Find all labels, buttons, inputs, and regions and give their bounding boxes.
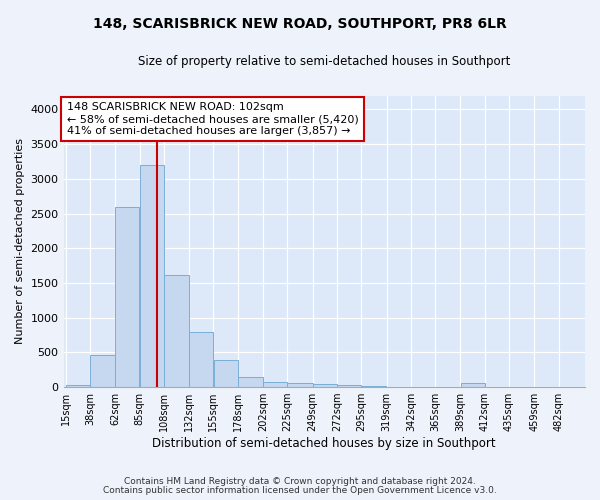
Title: Size of property relative to semi-detached houses in Southport: Size of property relative to semi-detach… bbox=[138, 55, 511, 68]
Bar bbox=[214, 360, 238, 387]
Bar bbox=[337, 385, 361, 387]
Y-axis label: Number of semi-detached properties: Number of semi-detached properties bbox=[15, 138, 25, 344]
Text: 148, SCARISBRICK NEW ROAD, SOUTHPORT, PR8 6LR: 148, SCARISBRICK NEW ROAD, SOUTHPORT, PR… bbox=[93, 18, 507, 32]
Bar bbox=[190, 332, 213, 387]
Bar bbox=[140, 165, 164, 387]
Bar bbox=[387, 386, 410, 387]
Bar bbox=[361, 386, 386, 387]
Bar bbox=[66, 386, 90, 387]
Text: Contains public sector information licensed under the Open Government Licence v3: Contains public sector information licen… bbox=[103, 486, 497, 495]
Bar bbox=[287, 384, 313, 387]
Bar bbox=[164, 274, 189, 387]
Bar bbox=[263, 382, 287, 387]
Bar bbox=[313, 384, 337, 387]
Text: Contains HM Land Registry data © Crown copyright and database right 2024.: Contains HM Land Registry data © Crown c… bbox=[124, 477, 476, 486]
Text: 148 SCARISBRICK NEW ROAD: 102sqm
← 58% of semi-detached houses are smaller (5,42: 148 SCARISBRICK NEW ROAD: 102sqm ← 58% o… bbox=[67, 102, 358, 136]
Bar bbox=[411, 386, 435, 387]
X-axis label: Distribution of semi-detached houses by size in Southport: Distribution of semi-detached houses by … bbox=[152, 437, 496, 450]
Bar bbox=[238, 376, 263, 387]
Bar bbox=[461, 383, 485, 387]
Bar bbox=[115, 206, 139, 387]
Bar bbox=[90, 355, 115, 387]
